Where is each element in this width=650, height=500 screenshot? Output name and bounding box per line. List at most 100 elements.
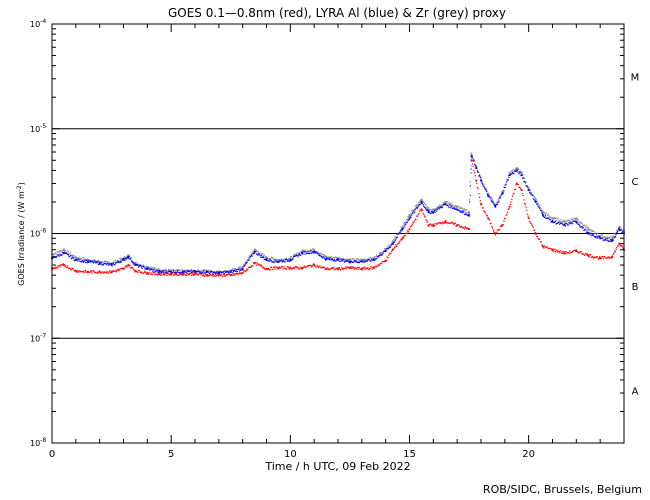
data-dot <box>537 238 539 240</box>
data-dot <box>320 252 323 254</box>
data-dot <box>330 258 333 260</box>
data-dot <box>223 270 225 272</box>
data-dot <box>195 273 198 275</box>
data-dot <box>191 270 193 273</box>
data-dot <box>61 264 63 266</box>
data-dot <box>265 268 267 271</box>
data-point <box>384 259 387 262</box>
data-dot <box>518 186 520 188</box>
data-dot <box>400 238 402 240</box>
data-dot <box>182 274 184 276</box>
data-dot <box>415 219 417 221</box>
data-dot <box>224 271 226 273</box>
data-dot <box>268 258 270 260</box>
data-dot <box>452 222 454 224</box>
data-dot <box>408 230 410 232</box>
data-dot <box>456 205 459 207</box>
data-dot <box>108 262 110 264</box>
data-dot <box>325 268 327 270</box>
data-dot <box>170 269 173 271</box>
data-dot <box>323 266 326 268</box>
data-dot <box>314 265 316 267</box>
data-dot <box>476 165 478 168</box>
data-dot <box>181 271 183 274</box>
data-dot <box>591 255 594 257</box>
data-dot <box>283 261 285 263</box>
data-dot <box>395 236 397 238</box>
data-dot <box>523 176 525 179</box>
data-dot <box>514 170 516 172</box>
data-dot <box>436 208 438 210</box>
data-dot <box>113 270 115 272</box>
data-dot <box>381 261 383 263</box>
y-tick-label: 10-5 <box>30 123 46 134</box>
data-dot <box>574 217 576 220</box>
data-dot <box>487 217 489 220</box>
data-dot <box>84 260 86 262</box>
data-dot <box>549 219 551 221</box>
data-dot <box>320 256 323 258</box>
data-dot <box>347 266 349 268</box>
data-dot <box>488 195 490 197</box>
data-dot <box>283 267 285 269</box>
data-dot <box>107 261 110 264</box>
data-dot <box>157 271 160 274</box>
data-point <box>182 273 184 275</box>
data-dot <box>593 235 595 237</box>
data-dot <box>566 224 569 226</box>
data-dot <box>111 271 113 273</box>
data-dot <box>453 223 455 226</box>
data-dot <box>236 268 238 271</box>
data-point <box>74 269 77 272</box>
data-dot <box>164 274 166 276</box>
data-dot <box>121 258 123 260</box>
data-dot <box>318 254 321 256</box>
data-dot <box>413 208 416 210</box>
data-dot <box>619 225 621 227</box>
data-dot <box>165 269 167 271</box>
data-dot <box>275 266 277 268</box>
data-dot <box>595 233 597 235</box>
data-dot <box>321 267 323 269</box>
data-dot <box>328 268 330 270</box>
data-dot <box>551 218 553 220</box>
data-dot <box>611 239 613 241</box>
data-dot <box>383 261 385 263</box>
data-dot <box>87 260 89 262</box>
data-dot <box>376 258 378 260</box>
data-dot <box>67 254 70 256</box>
data-dot <box>559 220 561 222</box>
data-dot <box>118 269 120 271</box>
data-dot <box>511 198 513 200</box>
data-dot <box>95 262 97 264</box>
data-dot <box>309 252 311 254</box>
data-dot <box>418 210 421 212</box>
data-dot <box>281 266 283 268</box>
data-dot <box>417 206 419 208</box>
data-dot <box>157 274 159 276</box>
data-dot <box>182 272 185 274</box>
data-dot <box>448 202 451 204</box>
data-dot <box>467 212 469 214</box>
data-dot <box>398 232 401 235</box>
data-dot <box>272 269 274 271</box>
data-point <box>551 220 554 223</box>
data-dot <box>110 271 112 274</box>
data-dot <box>205 272 207 274</box>
data-dot <box>389 246 391 249</box>
data-dot <box>87 258 90 261</box>
data-dot <box>94 259 96 261</box>
data-dot <box>223 273 225 276</box>
data-dot <box>126 266 128 268</box>
data-dot <box>177 274 180 277</box>
data-dot <box>580 251 582 253</box>
data-dot <box>508 177 510 179</box>
data-dot <box>195 270 198 272</box>
data-dot <box>571 219 574 221</box>
data-dot <box>541 244 544 246</box>
data-dot <box>497 229 499 231</box>
data-dot <box>491 200 493 202</box>
data-dot <box>375 258 377 260</box>
data-dot <box>586 226 589 228</box>
data-dot <box>337 258 339 260</box>
